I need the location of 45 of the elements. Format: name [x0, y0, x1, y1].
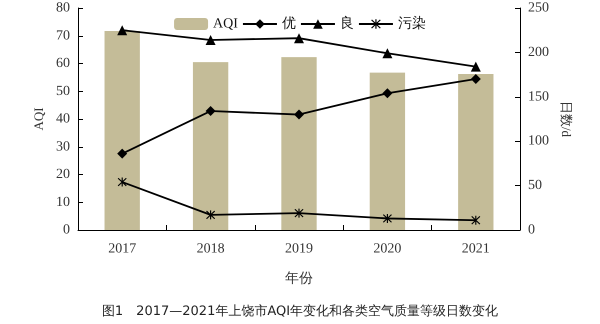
- y-tick-label: 50: [56, 84, 70, 99]
- y2-tick-label: 0: [528, 222, 535, 238]
- point: [294, 110, 304, 120]
- legend-label: 污染: [398, 16, 426, 32]
- y-tick-label: 40: [56, 112, 70, 126]
- bar: [281, 57, 317, 230]
- y-tick-label: 10: [56, 194, 70, 210]
- legend-label: AQI: [213, 16, 238, 32]
- y2-tick-label: 150: [528, 89, 549, 104]
- point: [470, 62, 481, 72]
- y-tick-label: 80: [56, 0, 70, 16]
- point: [470, 74, 481, 84]
- point: [382, 48, 392, 58]
- point: [471, 216, 480, 225]
- point: [206, 106, 216, 116]
- legend-label: 良: [340, 16, 354, 32]
- bar: [370, 72, 406, 230]
- y-tick-label: 20: [56, 167, 70, 182]
- x-tick-label: 2019: [285, 242, 313, 256]
- bar: [104, 31, 140, 230]
- bar: [192, 62, 228, 230]
- y-tick-label: 70: [56, 28, 70, 44]
- point: [117, 25, 128, 36]
- x-tick-label: 2018: [196, 242, 225, 256]
- point: [294, 33, 304, 44]
- point: [117, 148, 128, 159]
- y2-axis-title: 日数/d: [558, 100, 574, 138]
- legend-label: 优: [282, 16, 296, 32]
- y-axis-title: AQI: [31, 107, 46, 131]
- caption: 图1 2017—2021年上饶市AQI年变化和各类空气质量等级日数变化: [102, 304, 498, 319]
- x-tick-label: 2017: [108, 242, 136, 256]
- y2-tick-label: 250: [528, 0, 549, 16]
- y2-tick-label: 50: [528, 178, 542, 194]
- point: [382, 88, 392, 98]
- point: [118, 178, 127, 187]
- y2-tick-label: 200: [528, 44, 549, 60]
- point: [206, 34, 216, 45]
- y-tick-label: 60: [56, 56, 70, 71]
- x-tick-label: 2021: [462, 242, 490, 256]
- x-tick-label: 2020: [373, 242, 402, 256]
- y-tick-label: 30: [56, 139, 70, 154]
- bar: [458, 74, 494, 230]
- x-axis-title: 年份: [285, 270, 313, 286]
- y2-tick-label: 100: [528, 134, 549, 149]
- y-tick-label: 0: [63, 222, 70, 238]
